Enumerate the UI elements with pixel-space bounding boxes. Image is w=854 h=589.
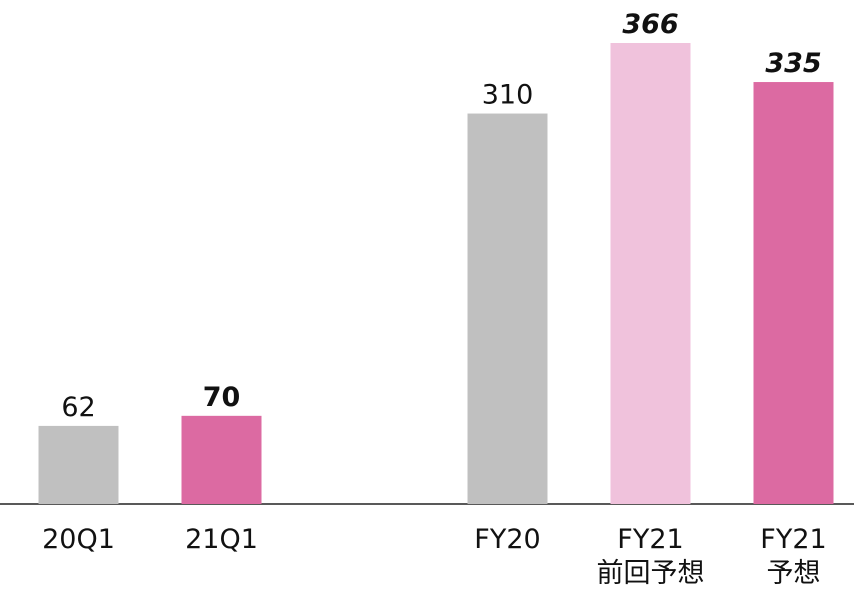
bar	[38, 425, 119, 504]
bar	[610, 43, 691, 504]
x-tick-label: 20Q1	[42, 524, 115, 555]
bar	[467, 113, 548, 504]
value-label: 62	[61, 392, 95, 423]
value-label: 366	[622, 9, 678, 40]
x-tick-label: FY21 前回予想	[597, 524, 705, 589]
bar	[181, 415, 262, 504]
x-tick-label: FY21 予想	[760, 524, 826, 589]
value-label: 70	[203, 382, 241, 413]
x-tick-label: FY20	[474, 524, 540, 555]
x-tick-label: 21Q1	[185, 524, 258, 555]
value-label: 310	[482, 80, 534, 111]
value-label: 335	[765, 48, 821, 79]
bar	[753, 82, 834, 504]
